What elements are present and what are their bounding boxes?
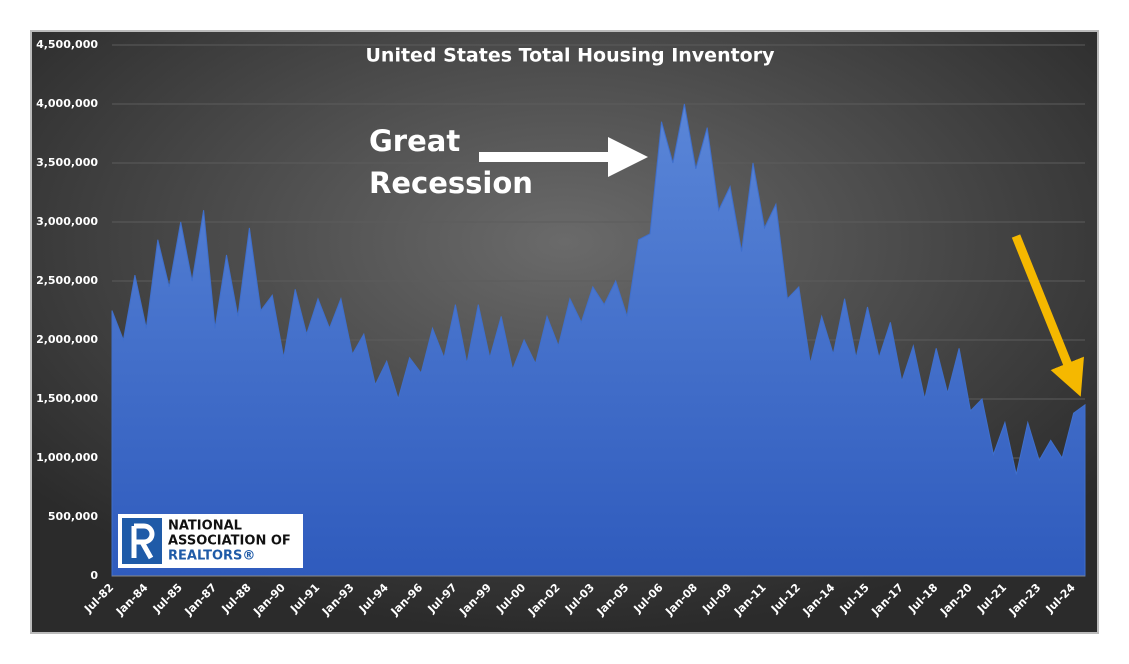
y-tick-label: 2,000,000 [36, 333, 98, 346]
y-tick-label: 1,500,000 [36, 392, 98, 405]
highlight-arrow [1011, 234, 1084, 397]
y-tick-label: 2,500,000 [36, 274, 98, 287]
annotation: Recession [369, 166, 533, 200]
annotation: Great [369, 124, 460, 158]
y-tick-label: 4,000,000 [36, 97, 98, 110]
y-tick-label: 3,500,000 [36, 156, 98, 169]
logo: NATIONAL ASSOCIATION OF REALTORS® [118, 514, 303, 568]
y-tick-label: 4,500,000 [36, 38, 98, 51]
logo-letter [131, 523, 155, 560]
y-tick-label: 500,000 [48, 510, 98, 523]
logo-text: NATIONAL [168, 519, 242, 534]
logo-text: ASSOCIATION OF [168, 534, 291, 549]
logo-text: REALTORS® [168, 549, 255, 564]
y-tick-label: 0 [90, 569, 98, 582]
area [111, 103, 1086, 577]
y-tick-label: 1,000,000 [36, 451, 98, 464]
chart-title: United States Total Housing Inventory [366, 45, 776, 67]
y-tick-label: 3,000,000 [36, 215, 98, 228]
